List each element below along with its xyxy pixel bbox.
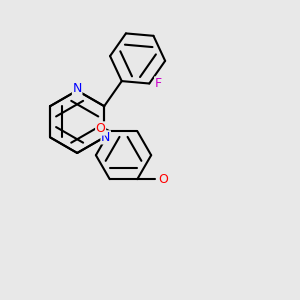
Text: O: O [96, 122, 106, 135]
Text: F: F [154, 77, 162, 90]
Text: N: N [101, 131, 110, 144]
Text: N: N [73, 82, 82, 95]
Text: O: O [158, 172, 168, 186]
